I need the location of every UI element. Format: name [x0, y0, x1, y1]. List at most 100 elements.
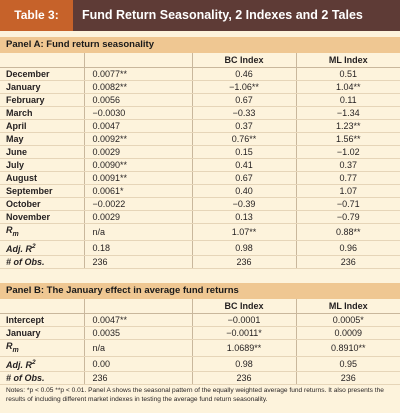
bc-index-cell: 0.13 [191, 210, 296, 224]
ml-index-cell: 0.37 [295, 158, 400, 172]
ml-index-cell: 0.77 [295, 171, 400, 185]
table-row: May 0.0092** 0.76** 1.56** [0, 132, 400, 146]
ml-index-cell: 1.07 [295, 184, 400, 198]
row-label: # of Obs. [0, 371, 84, 386]
row-label: February [0, 93, 84, 107]
ml-index-cell: 0.95 [295, 356, 400, 373]
row-label: Adj. R2 [0, 240, 84, 257]
fund-return-cell: 0.0077** [83, 67, 192, 81]
column-header [83, 299, 192, 314]
bc-index-cell: 0.46 [191, 67, 296, 81]
table-row: # of Obs. 236 236 236 [0, 371, 400, 386]
fund-return-cell: 0.0091** [83, 171, 192, 185]
panel-a-table: BC Index ML Index December 0.0077** 0.46 0.… [0, 53, 400, 270]
bc-index-cell: 1.07** [191, 223, 296, 242]
bc-index-cell: −1.06** [191, 80, 296, 94]
bc-index-cell: 0.41 [191, 158, 296, 172]
fund-return-cell: 0.0056 [83, 93, 192, 107]
table-number-tab: Table 3: [0, 0, 73, 31]
bc-index-cell: 1.0689** [191, 339, 296, 358]
bc-index-cell: −0.39 [191, 197, 296, 211]
fund-return-cell: 0.0047** [83, 313, 192, 327]
row-label: July [0, 158, 84, 172]
bc-index-cell: 0.98 [191, 356, 296, 373]
fund-return-cell: n/a [83, 339, 192, 358]
table-row: January 0.0035 −0.0011* 0.0009 [0, 326, 400, 340]
panel-b-header: Panel B: The January effect in average f… [0, 283, 400, 299]
ml-index-cell: 236 [295, 255, 400, 270]
row-label: # of Obs. [0, 255, 84, 270]
ml-index-cell: 236 [295, 371, 400, 386]
ml-index-cell: 1.23** [295, 119, 400, 133]
bc-index-cell: 236 [191, 371, 296, 386]
ml-index-cell: −0.79 [295, 210, 400, 224]
ml-index-cell: 1.56** [295, 132, 400, 146]
table-row: June 0.0029 0.15 −1.02 [0, 145, 400, 159]
ml-index-cell: 0.88** [295, 223, 400, 242]
column-header [0, 299, 84, 314]
table-row: November 0.0029 0.13 −0.79 [0, 210, 400, 224]
bc-index-cell: 0.98 [191, 240, 296, 257]
table-row: # of Obs. 236 236 236 [0, 255, 400, 270]
table-row: July 0.0090** 0.41 0.37 [0, 158, 400, 172]
table-title: Fund Return Seasonality, 2 Indexes and 2… [82, 8, 363, 22]
table-row: September 0.0061* 0.40 1.07 [0, 184, 400, 198]
table-row: April 0.0047 0.37 1.23** [0, 119, 400, 133]
table-row: August 0.0091** 0.67 0.77 [0, 171, 400, 185]
fund-return-cell: 0.00 [83, 356, 192, 373]
fund-return-cell: −0.0022 [83, 197, 192, 211]
table-row: December 0.0077** 0.46 0.51 [0, 67, 400, 81]
table-row: Intercept 0.0047** −0.0001 0.0005* [0, 313, 400, 327]
fund-return-cell: n/a [83, 223, 192, 242]
fund-return-cell: 236 [83, 255, 192, 270]
bc-index-cell: 0.67 [191, 93, 296, 107]
table-row: March −0.0030 −0.33 −1.34 [0, 106, 400, 120]
fund-return-cell: 0.0090** [83, 158, 192, 172]
row-label: Intercept [0, 313, 84, 327]
column-header [0, 53, 84, 68]
table-row: Rm n/a 1.0689** 0.8910** [0, 339, 400, 358]
table-row: Adj. R2 0.00 0.98 0.95 [0, 356, 400, 373]
ml-index-cell: −1.34 [295, 106, 400, 120]
ml-index-cell: 0.96 [295, 240, 400, 257]
ml-index-cell: 1.04** [295, 80, 400, 94]
bc-index-cell: 0.67 [191, 171, 296, 185]
fund-return-cell: −0.0030 [83, 106, 192, 120]
bc-index-cell: 0.15 [191, 145, 296, 159]
table-row: January 0.0082** −1.06** 1.04** [0, 80, 400, 94]
table-row: February 0.0056 0.67 0.11 [0, 93, 400, 107]
fund-return-cell: 0.0092** [83, 132, 192, 146]
row-label: March [0, 106, 84, 120]
bc-index-cell: 0.37 [191, 119, 296, 133]
column-header-ml-index: ML Index [295, 299, 400, 314]
panel-b-column-headers: BC Index ML Index [0, 299, 400, 314]
row-label: June [0, 145, 84, 159]
bc-index-cell: 0.76** [191, 132, 296, 146]
row-label: May [0, 132, 84, 146]
panel-a-header: Panel A: Fund return seasonality [0, 37, 400, 53]
column-header [83, 53, 192, 68]
bc-index-cell: 0.40 [191, 184, 296, 198]
row-label: Rm [0, 223, 84, 242]
fund-return-cell: 0.0029 [83, 145, 192, 159]
table-row: Rm n/a 1.07** 0.88** [0, 223, 400, 242]
row-label: January [0, 80, 84, 94]
ml-index-cell: 0.11 [295, 93, 400, 107]
fund-return-cell: 0.0047 [83, 119, 192, 133]
fund-return-cell: 236 [83, 371, 192, 386]
fund-return-cell: 0.0035 [83, 326, 192, 340]
title-bar: Table 3: Fund Return Seasonality, 2 Inde… [0, 0, 400, 31]
ml-index-cell: −0.71 [295, 197, 400, 211]
row-label: October [0, 197, 84, 211]
row-label: August [0, 171, 84, 185]
table-row: October −0.0022 −0.39 −0.71 [0, 197, 400, 211]
row-label: December [0, 67, 84, 81]
bc-index-cell: 236 [191, 255, 296, 270]
ml-index-cell: 0.8910** [295, 339, 400, 358]
panel-a-column-headers: BC Index ML Index [0, 53, 400, 68]
fund-return-cell: 0.0029 [83, 210, 192, 224]
fund-return-cell: 0.0082** [83, 80, 192, 94]
fund-return-cell: 0.18 [83, 240, 192, 257]
panel-b-table: BC Index ML Index Intercept 0.0047** −0.00… [0, 299, 400, 386]
column-header-bc-index: BC Index [191, 299, 296, 314]
